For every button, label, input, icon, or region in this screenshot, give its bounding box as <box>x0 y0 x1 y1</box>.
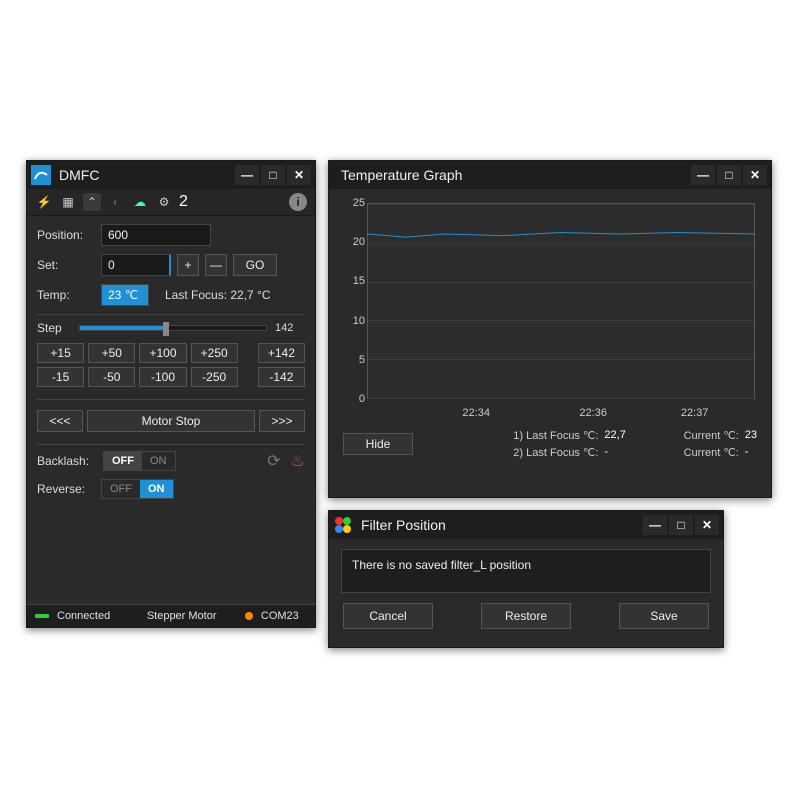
temp-value: 23 ℃ <box>101 284 149 306</box>
save-button[interactable]: Save <box>619 603 709 629</box>
reverse-label: Reverse: <box>37 482 95 496</box>
info-icon[interactable]: i <box>289 193 307 211</box>
close-button[interactable]: ✕ <box>287 165 311 185</box>
moon-icon[interactable]: ◐ <box>107 193 125 211</box>
filter-app-icon <box>333 515 353 535</box>
step-side-plus[interactable]: +142 <box>258 343 305 363</box>
temp-title: Temperature Graph <box>333 167 691 183</box>
dmfc-toolbar: ⚡ ▦ ⌃ ◐ ☁ ⚙ 2 i <box>27 189 315 216</box>
temperature-window: Temperature Graph — □ ✕ 0 5 10 15 20 25 22:34… <box>328 160 772 498</box>
minimize-button[interactable]: — <box>235 165 259 185</box>
close-button[interactable]: ✕ <box>743 165 767 185</box>
step-plus-1[interactable]: +50 <box>88 343 135 363</box>
set-label: Set: <box>37 258 95 272</box>
step-slider[interactable] <box>79 325 267 331</box>
restore-button[interactable]: Restore <box>481 603 571 629</box>
status-port: COM23 <box>261 610 299 622</box>
reverse-toggle[interactable]: OFF ON <box>101 479 174 499</box>
status-connected: Connected <box>57 610 110 622</box>
ytick: 0 <box>341 393 365 405</box>
step-minus-1[interactable]: -50 <box>88 367 135 387</box>
xtick: 22:37 <box>681 407 709 419</box>
motor-prev-button[interactable]: <<< <box>37 410 83 432</box>
set-minus-button[interactable]: — <box>205 254 227 276</box>
step-value: 142 <box>275 322 305 334</box>
minimize-button[interactable]: — <box>691 165 715 185</box>
connected-dot-icon <box>35 614 49 618</box>
go-button[interactable]: GO <box>233 254 277 276</box>
xtick: 22:34 <box>462 407 490 419</box>
minimize-button[interactable]: — <box>643 515 667 535</box>
backlash-label: Backlash: <box>37 454 95 468</box>
step-plus-0[interactable]: +15 <box>37 343 84 363</box>
step-plus-2[interactable]: +100 <box>139 343 186 363</box>
temp-info: 1) Last Focus ℃:22,7 Current ℃:23 Hide 2… <box>329 423 771 469</box>
filter-title: Filter Position <box>357 517 643 533</box>
port-dot-icon <box>245 612 253 620</box>
step-button-grid: +15+50+100+250 +142 -15-50-100-250 -142 <box>37 343 305 387</box>
maximize-button[interactable]: □ <box>669 515 693 535</box>
dmfc-window: DMFC — □ ✕ ⚡ ▦ ⌃ ◐ ☁ ⚙ 2 i Position: Set… <box>26 160 316 628</box>
status-motor: Stepper Motor <box>147 610 217 622</box>
step-minus-2[interactable]: -100 <box>139 367 186 387</box>
step-plus-3[interactable]: +250 <box>191 343 238 363</box>
grid-icon[interactable]: ▦ <box>59 193 77 211</box>
status-bar: Connected Stepper Motor COM23 <box>27 604 315 627</box>
toolbar-number: 2 <box>179 193 188 211</box>
filter-window: Filter Position — □ ✕ There is no saved … <box>328 510 724 648</box>
ytick: 5 <box>341 354 365 366</box>
ytick: 25 <box>341 197 365 209</box>
set-plus-button[interactable]: + <box>177 254 199 276</box>
step-minus-3[interactable]: -250 <box>191 367 238 387</box>
refresh-icon[interactable]: ⟳ <box>267 451 280 471</box>
up-icon[interactable]: ⌃ <box>83 193 101 211</box>
cancel-button[interactable]: Cancel <box>343 603 433 629</box>
cloud-icon[interactable]: ☁ <box>131 193 149 211</box>
step-minus-0[interactable]: -15 <box>37 367 84 387</box>
ytick: 15 <box>341 275 365 287</box>
backlash-toggle[interactable]: OFF ON <box>103 451 176 471</box>
set-input[interactable] <box>101 254 171 276</box>
maximize-button[interactable]: □ <box>717 165 741 185</box>
ytick: 20 <box>341 236 365 248</box>
filter-titlebar[interactable]: Filter Position — □ ✕ <box>329 511 723 539</box>
flame-icon[interactable]: ♨ <box>291 451 305 471</box>
motor-stop-button[interactable]: Motor Stop <box>87 410 255 432</box>
dmfc-titlebar[interactable]: DMFC — □ ✕ <box>27 161 315 189</box>
position-input[interactable] <box>101 224 211 246</box>
temp-label: Temp: <box>37 288 95 302</box>
step-label: Step <box>37 321 71 335</box>
close-button[interactable]: ✕ <box>695 515 719 535</box>
xtick: 22:36 <box>579 407 607 419</box>
temp-titlebar[interactable]: Temperature Graph — □ ✕ <box>329 161 771 189</box>
gear-icon[interactable]: ⚙ <box>155 193 173 211</box>
step-side-minus[interactable]: -142 <box>258 367 305 387</box>
ytick: 10 <box>341 315 365 327</box>
dmfc-app-icon <box>31 165 51 185</box>
temperature-chart: 0 5 10 15 20 25 22:34 22:36 22:37 <box>341 199 759 419</box>
motor-next-button[interactable]: >>> <box>259 410 305 432</box>
dmfc-title: DMFC <box>55 167 235 183</box>
position-label: Position: <box>37 228 95 242</box>
maximize-button[interactable]: □ <box>261 165 285 185</box>
filter-message: There is no saved filter_L position <box>341 549 711 593</box>
hide-button[interactable]: Hide <box>343 433 413 455</box>
connect-icon[interactable]: ⚡ <box>35 193 53 211</box>
last-focus-label: Last Focus: 22,7 °C <box>165 288 271 302</box>
